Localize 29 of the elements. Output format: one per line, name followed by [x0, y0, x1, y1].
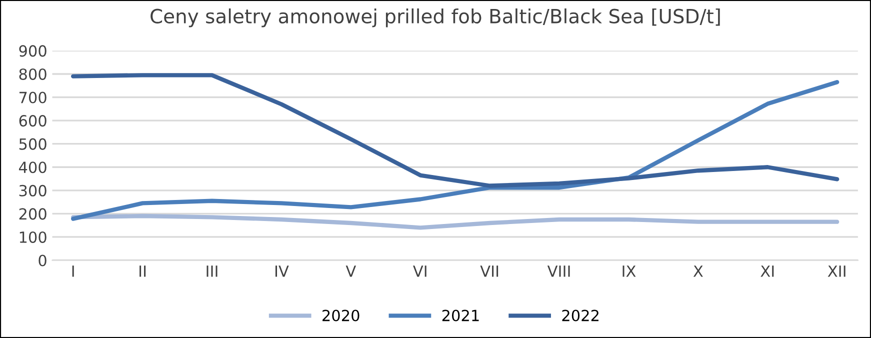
x-tick-label: I — [72, 266, 74, 277]
y-tick-label: 100 — [20, 231, 46, 243]
x-tick-label: II — [140, 266, 146, 277]
x-tick-label: VIII — [547, 266, 570, 277]
chart-title: Ceny saletry amonowej prilled fob Baltic/Black Sea [USD/t] — [150, 8, 720, 28]
legend-label: 2020 — [322, 310, 360, 322]
y-tick-label: 300 — [19, 184, 46, 196]
y-tick-label: 500 — [19, 138, 46, 150]
x-tick-label: XII — [828, 266, 846, 277]
y-tick-label: 0 — [38, 254, 46, 266]
x-tick-label: XI — [760, 266, 774, 277]
x-tick-label: IV — [275, 266, 289, 277]
y-tick-label: 800 — [19, 68, 46, 80]
y-tick-label: 200 — [19, 208, 46, 220]
x-tick-label: VI — [413, 266, 426, 277]
y-tick-label: 400 — [18, 162, 46, 174]
y-tick-label: 900 — [19, 45, 46, 57]
line-series — [71, 80, 840, 221]
x-tick-label: IX — [622, 266, 636, 277]
legend-label: 2022 — [562, 310, 598, 322]
x-tick-label: III — [206, 266, 218, 277]
y-tick-label: 600 — [19, 115, 46, 127]
x-tick-label: V — [346, 266, 356, 277]
x-tick-label: VII — [480, 266, 498, 277]
y-tick-label: 700 — [19, 92, 46, 104]
x-tick-label: X — [693, 266, 703, 277]
line-series — [71, 214, 840, 230]
line-series — [71, 73, 840, 188]
legend-label: 2021 — [442, 310, 479, 322]
